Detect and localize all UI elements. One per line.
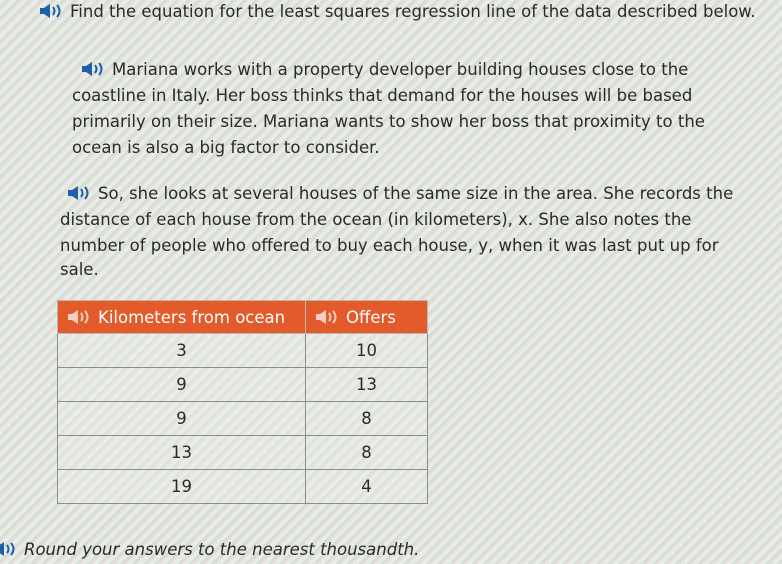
paragraph1-line: coastline in Italy. Her boss thinks that…	[72, 86, 693, 105]
speaker-icon[interactable]	[66, 309, 92, 325]
prompt: Find the equation for the least squares …	[38, 2, 756, 21]
table-row: 19 4	[57, 469, 428, 504]
paragraph1-line: primarily on their size. Mariana wants t…	[72, 112, 705, 131]
paragraph1-line: ocean is also a big factor to consider.	[72, 138, 380, 157]
paragraph1-line: Mariana works with a property developer …	[80, 60, 688, 79]
speaker-icon[interactable]	[66, 185, 92, 201]
header-km: Kilometers from ocean	[57, 300, 306, 334]
table-row: 9 13	[57, 367, 428, 402]
table-header: Kilometers from ocean Offers	[57, 300, 428, 334]
paragraph2-line: sale.	[60, 260, 99, 279]
table-row: 13 8	[57, 435, 428, 470]
speaker-icon[interactable]	[80, 61, 106, 77]
table-row: 3 10	[57, 333, 428, 368]
paragraph2-line: So, she looks at several houses of the s…	[66, 184, 733, 203]
paragraph2-line: number of people who offered to buy each…	[60, 236, 719, 255]
speaker-icon[interactable]	[314, 309, 340, 325]
paragraph2-line: distance of each house from the ocean (i…	[60, 210, 692, 229]
speaker-icon[interactable]	[38, 3, 64, 19]
footer-instruction: Round your answers to the nearest thousa…	[0, 540, 419, 559]
speaker-icon[interactable]	[0, 541, 18, 557]
header-offers: Offers	[305, 300, 428, 334]
